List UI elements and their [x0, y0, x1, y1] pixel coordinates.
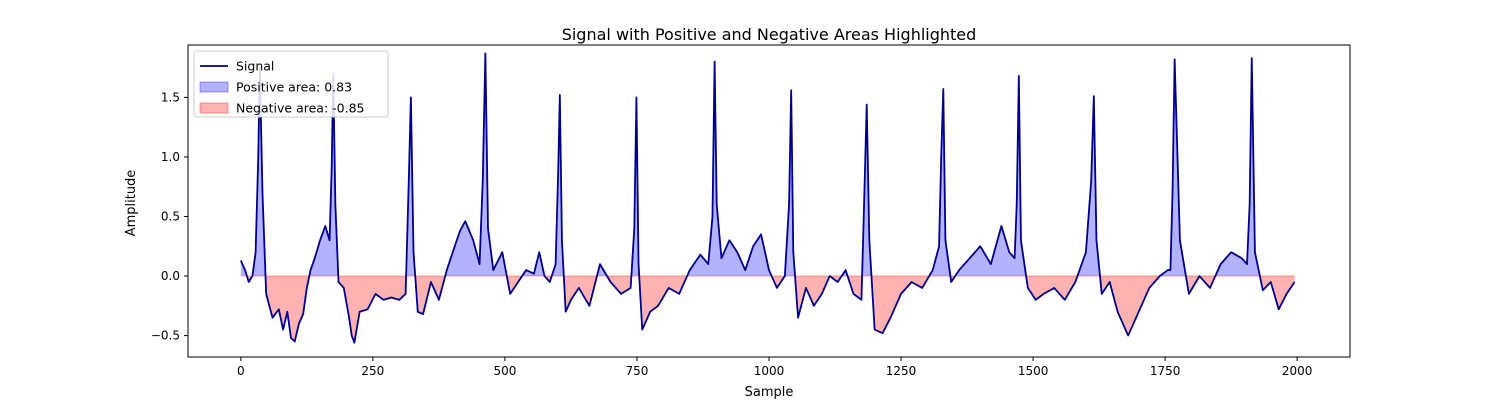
x-tick-label: 750 [626, 364, 649, 378]
signal-line [239, 52, 1296, 344]
y-tick-label: 1.0 [161, 150, 180, 164]
legend-patch-swatch [199, 81, 229, 93]
y-tick-label: −0.5 [151, 329, 180, 343]
y-tick-label: 0.0 [161, 269, 180, 283]
x-tick-label: 1250 [886, 364, 917, 378]
x-tick-label: 1500 [1018, 364, 1049, 378]
axes: 0 250 500 750 1000 1250 1500 1750 2000 −0.5 0.0 0.5… [151, 44, 1351, 378]
x-axis-label: Sample [745, 385, 794, 400]
chart-title: Signal with Positive and Negative Areas … [562, 25, 977, 44]
x-tick-label: 500 [493, 364, 516, 378]
legend-label: Positive area: 0.83 [236, 80, 352, 95]
x-tick-label: 250 [361, 364, 384, 378]
legend-label: Signal [236, 59, 274, 74]
legend-label: Negative area: -0.85 [236, 101, 364, 116]
y-axis-label: Amplitude [124, 170, 139, 237]
y-tick-label: 0.5 [161, 209, 180, 223]
y-tick-label: 1.5 [161, 90, 180, 104]
x-tick-label: 1000 [754, 364, 785, 378]
x-tick-label: 0 [237, 364, 245, 378]
x-tick-label: 2000 [1282, 364, 1313, 378]
legend: Signal Positive area: 0.83 Negative area: … [193, 50, 389, 118]
legend-box [193, 50, 389, 118]
legend-patch-swatch [199, 102, 229, 114]
x-tick-label: 1750 [1150, 364, 1181, 378]
plot-area [239, 52, 1296, 344]
